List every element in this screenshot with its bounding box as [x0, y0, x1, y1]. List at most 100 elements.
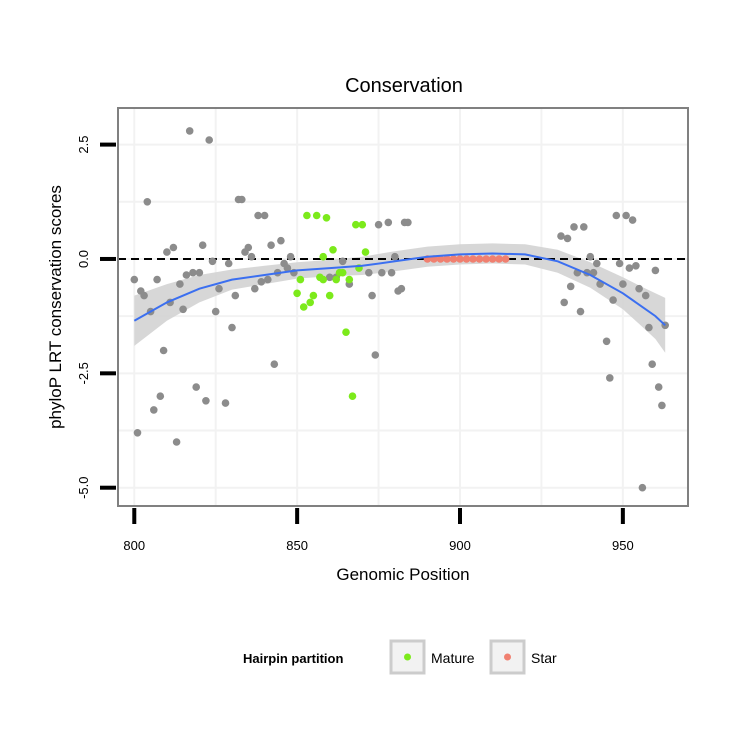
point-other — [150, 406, 158, 414]
y-axis-title: phyloP LRT conservation scores — [46, 185, 65, 429]
smooth-line — [133, 252, 666, 327]
point-other — [257, 278, 266, 286]
point-other — [635, 284, 643, 293]
point-other — [391, 252, 399, 261]
point-other — [264, 275, 272, 284]
point-other — [586, 252, 595, 261]
point-mature — [332, 275, 341, 284]
point-mature — [296, 275, 305, 284]
x-axis-title: Genomic Position — [336, 565, 469, 584]
legend-key-star — [489, 639, 526, 675]
point-other — [182, 271, 191, 279]
legend-dot-mature — [404, 653, 411, 661]
point-other — [176, 280, 184, 288]
point-other — [244, 243, 253, 252]
legend-label-mature: Mature — [431, 650, 475, 666]
point-other — [251, 284, 259, 293]
point-other — [228, 323, 236, 332]
point-other — [277, 236, 285, 245]
confidence-band-layer — [134, 243, 666, 353]
legend: Hairpin partition Mature Star — [243, 639, 557, 675]
point-other — [172, 438, 181, 446]
legend-label-star: Star — [531, 650, 557, 666]
point-other — [338, 257, 347, 266]
point-other — [198, 241, 207, 249]
point-other — [622, 211, 630, 220]
point-other — [615, 259, 624, 268]
point-other — [192, 383, 200, 391]
point-other — [625, 264, 634, 272]
plot-panel-background — [118, 108, 688, 506]
point-other — [283, 264, 292, 272]
point-star — [488, 255, 497, 263]
point-other — [371, 351, 380, 359]
point-other — [654, 383, 663, 391]
point-mature — [293, 289, 301, 298]
point-other — [208, 257, 217, 266]
point-other — [602, 337, 611, 346]
point-other — [179, 305, 187, 314]
y-axis: -5.0 -2.5 0.0 2.5 — [76, 136, 116, 499]
point-mature — [319, 275, 328, 284]
point-star — [469, 255, 477, 263]
point-other — [566, 282, 575, 291]
point-other — [560, 298, 568, 307]
point-other — [163, 248, 171, 256]
point-other — [224, 259, 233, 268]
point-mature — [319, 252, 328, 261]
point-other — [286, 252, 295, 261]
x-tick-label: 800 — [123, 538, 145, 553]
point-mature — [322, 214, 331, 222]
confidence-band — [134, 243, 666, 353]
point-other — [211, 307, 220, 316]
legend-dot-star — [504, 653, 511, 661]
point-other — [628, 216, 637, 224]
y-tick-label: -2.5 — [76, 362, 91, 384]
legend-entry-star: Star — [489, 639, 557, 675]
point-star — [436, 255, 445, 263]
x-tick-label: 950 — [612, 538, 634, 553]
point-other — [632, 262, 640, 270]
point-other — [606, 374, 614, 382]
point-mature — [342, 328, 350, 337]
point-other — [658, 401, 666, 410]
point-other — [195, 268, 204, 277]
legend-entry-mature: Mature — [389, 639, 475, 675]
smooth-line-layer — [133, 252, 666, 327]
point-other — [169, 243, 178, 252]
point-other — [189, 268, 197, 277]
point-star — [495, 255, 503, 263]
point-mature — [299, 303, 308, 311]
point-other — [143, 198, 152, 206]
point-star — [449, 255, 458, 263]
y-tick-label: 2.5 — [76, 136, 91, 154]
point-other — [215, 284, 223, 293]
point-star — [501, 255, 510, 263]
point-other — [202, 397, 210, 405]
point-star — [462, 255, 471, 263]
point-star — [482, 255, 490, 263]
point-mature — [348, 392, 357, 401]
point-mature — [338, 268, 347, 277]
point-other — [325, 273, 334, 282]
point-other — [153, 275, 161, 284]
point-other — [593, 259, 601, 268]
point-mature — [345, 275, 354, 284]
point-other — [570, 223, 578, 231]
point-other — [645, 323, 653, 332]
point-other — [365, 268, 373, 277]
point-other — [140, 291, 148, 300]
point-other — [159, 346, 168, 355]
point-mature — [309, 291, 318, 300]
point-other — [563, 234, 572, 243]
point-other — [557, 232, 565, 240]
point-other — [185, 127, 194, 135]
x-tick-label: 850 — [286, 538, 308, 553]
point-other — [619, 280, 627, 288]
y-tick-label: 0.0 — [76, 250, 91, 268]
y-tick-label: -5.0 — [76, 476, 91, 498]
point-mature — [361, 248, 370, 256]
point-other — [638, 483, 647, 492]
point-other — [641, 291, 650, 300]
